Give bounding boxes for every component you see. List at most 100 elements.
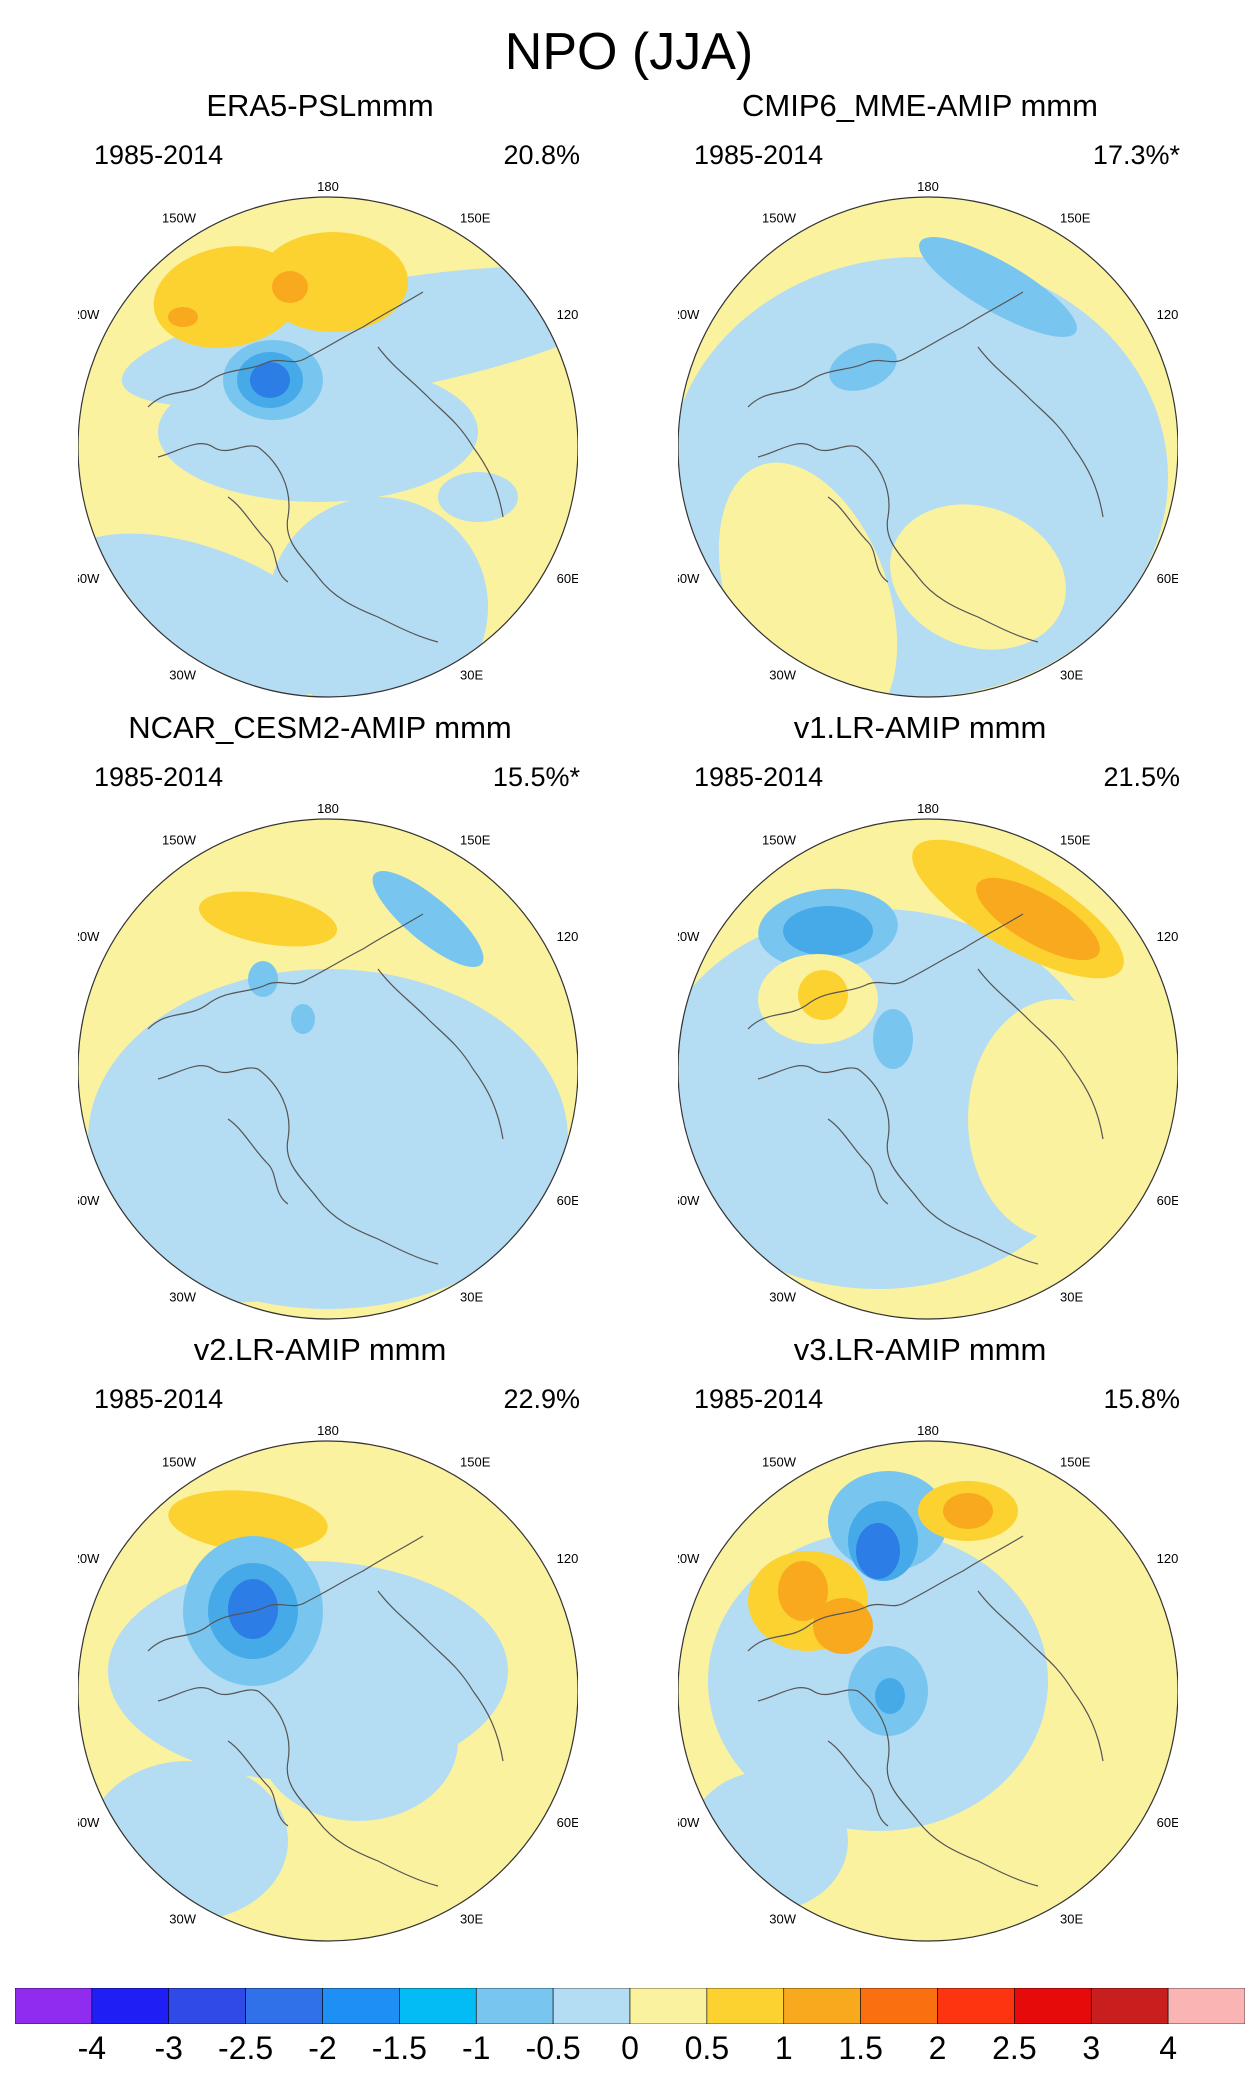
colorbar-swatch xyxy=(1167,1988,1245,2024)
coastline xyxy=(1072,1690,1104,1762)
longitude-label: 120E xyxy=(1157,307,1178,322)
anomaly-contour xyxy=(438,472,518,522)
longitude-label: 150W xyxy=(162,1454,197,1469)
longitude-label: 120E xyxy=(557,307,578,322)
coastline xyxy=(377,1590,474,1692)
coastline xyxy=(907,913,1024,980)
colorbar-swatch xyxy=(552,1988,631,2024)
anomaly-contour xyxy=(890,504,1066,650)
colorbar-tick-label: -2 xyxy=(308,2030,337,2066)
longitude-label: 120W xyxy=(78,929,100,944)
coastline xyxy=(857,446,919,578)
anomaly-contour xyxy=(272,271,308,303)
colorbar-tick-label: 0 xyxy=(621,2030,639,2066)
map-boundary xyxy=(678,1440,1178,1942)
map-boundary xyxy=(78,1440,578,1942)
coastline xyxy=(472,1068,504,1140)
anomaly-contour xyxy=(372,870,484,968)
longitude-label: 180 xyxy=(917,801,939,816)
longitude-label: 30E xyxy=(460,668,483,683)
variance-percent: 17.3%* xyxy=(1092,140,1180,170)
anomaly-contour xyxy=(813,1598,873,1654)
coastline xyxy=(257,1068,319,1200)
coastline xyxy=(917,1198,1039,1265)
longitude-label: 120W xyxy=(678,307,700,322)
panel-title: NCAR_CESM2-AMIP mmm xyxy=(128,710,512,745)
coastline xyxy=(227,1740,289,1827)
anomaly-contour xyxy=(976,877,1100,961)
longitude-label: 0 xyxy=(324,1945,331,1946)
polar-map: 180150E120E90E60E30E030W60W90W120W150W xyxy=(78,179,578,702)
coastline xyxy=(157,1065,259,1080)
anomaly-contour xyxy=(873,1009,913,1069)
variance-percent: 15.8% xyxy=(1103,1384,1180,1414)
coastline xyxy=(227,496,289,583)
longitude-label: 0 xyxy=(924,1323,931,1324)
coastline xyxy=(977,1590,1074,1692)
colorbar-tick-label: 4 xyxy=(1159,2030,1178,2066)
longitude-label: 60W xyxy=(678,1815,700,1830)
longitude-label: 180 xyxy=(317,179,339,194)
colorbar-tick-label: -4 xyxy=(77,2030,107,2066)
anomaly-contour xyxy=(168,1490,328,1552)
longitude-label: 120W xyxy=(78,307,100,322)
longitude-label: 150E xyxy=(1060,832,1091,847)
longitude-label: 30W xyxy=(169,668,196,683)
panel-title: v3.LR-AMIP mmm xyxy=(793,1332,1047,1367)
longitude-label: 60W xyxy=(678,571,700,586)
coastline xyxy=(857,1690,919,1822)
polar-map: 180150E120E90E60E30E030W60W90W120W150W xyxy=(678,801,1178,1324)
colorbar-tick-label: -0.5 xyxy=(525,2030,581,2066)
longitude-label: 30W xyxy=(169,1912,196,1927)
colorbar-swatch xyxy=(783,1988,861,2024)
anomaly-contour xyxy=(228,1579,278,1639)
anomaly-contour xyxy=(198,891,338,947)
colorbar-swatch xyxy=(937,1988,1015,2024)
coastline xyxy=(317,576,439,643)
longitude-label: 0 xyxy=(324,1323,331,1324)
coastline xyxy=(257,1690,319,1822)
longitude-label: 120E xyxy=(1157,929,1178,944)
coastline xyxy=(147,356,309,408)
longitude-label: 30E xyxy=(1060,1290,1083,1305)
period-label: 1985-2014 xyxy=(94,1384,224,1414)
longitude-label: 0 xyxy=(924,701,931,702)
colorbar-tick-label: -1 xyxy=(462,2030,491,2066)
anomaly-contour xyxy=(268,497,488,697)
longitude-label: 150W xyxy=(762,832,797,847)
colorbar-tick-label: -1.5 xyxy=(371,2030,427,2066)
anomaly-contour xyxy=(798,970,848,1020)
period-label: 1985-2014 xyxy=(694,762,824,792)
longitude-label: 150W xyxy=(162,210,197,225)
coastline xyxy=(827,1740,889,1827)
longitude-label: 180 xyxy=(917,1423,939,1438)
longitude-label: 60W xyxy=(678,1193,700,1208)
longitude-label: 150E xyxy=(460,1454,491,1469)
longitude-label: 60E xyxy=(1157,1193,1178,1208)
anomaly-contour xyxy=(856,1523,900,1579)
longitude-label: 30E xyxy=(460,1290,483,1305)
colorbar-tick-label: -2.5 xyxy=(218,2030,274,2066)
map-boundary xyxy=(78,196,578,698)
coastline xyxy=(157,443,259,458)
coastline xyxy=(227,1118,289,1205)
longitude-label: 60E xyxy=(1157,1815,1178,1830)
coastline xyxy=(757,443,859,458)
anomaly-contour xyxy=(943,1493,993,1529)
colorbar-swatch xyxy=(629,1988,708,2024)
colorbar-tick-label: 2 xyxy=(928,2030,947,2066)
polar-map: 180150E120E90E60E30E030W60W90W120W150W xyxy=(78,801,578,1324)
variance-percent: 20.8% xyxy=(503,140,580,170)
anomaly-contour xyxy=(258,232,408,332)
longitude-label: 120E xyxy=(557,1551,578,1566)
coastline xyxy=(472,446,504,518)
polar-map: 180150E120E90E60E30E030W60W90W120W150W xyxy=(678,179,1178,702)
colorbar-tick-label: 0.5 xyxy=(684,2030,730,2066)
coastline xyxy=(747,978,909,1030)
panel-v1: v1.LR-AMIP mmm 1985-2014 21.5% 180 150E 12… xyxy=(620,710,1220,1325)
longitude-label: 60E xyxy=(1157,571,1178,586)
coastline xyxy=(377,968,474,1070)
longitude-label: 60W xyxy=(78,1193,100,1208)
longitude-label: 180 xyxy=(317,801,339,816)
panel-title: v2.LR-AMIP mmm xyxy=(193,1332,447,1367)
